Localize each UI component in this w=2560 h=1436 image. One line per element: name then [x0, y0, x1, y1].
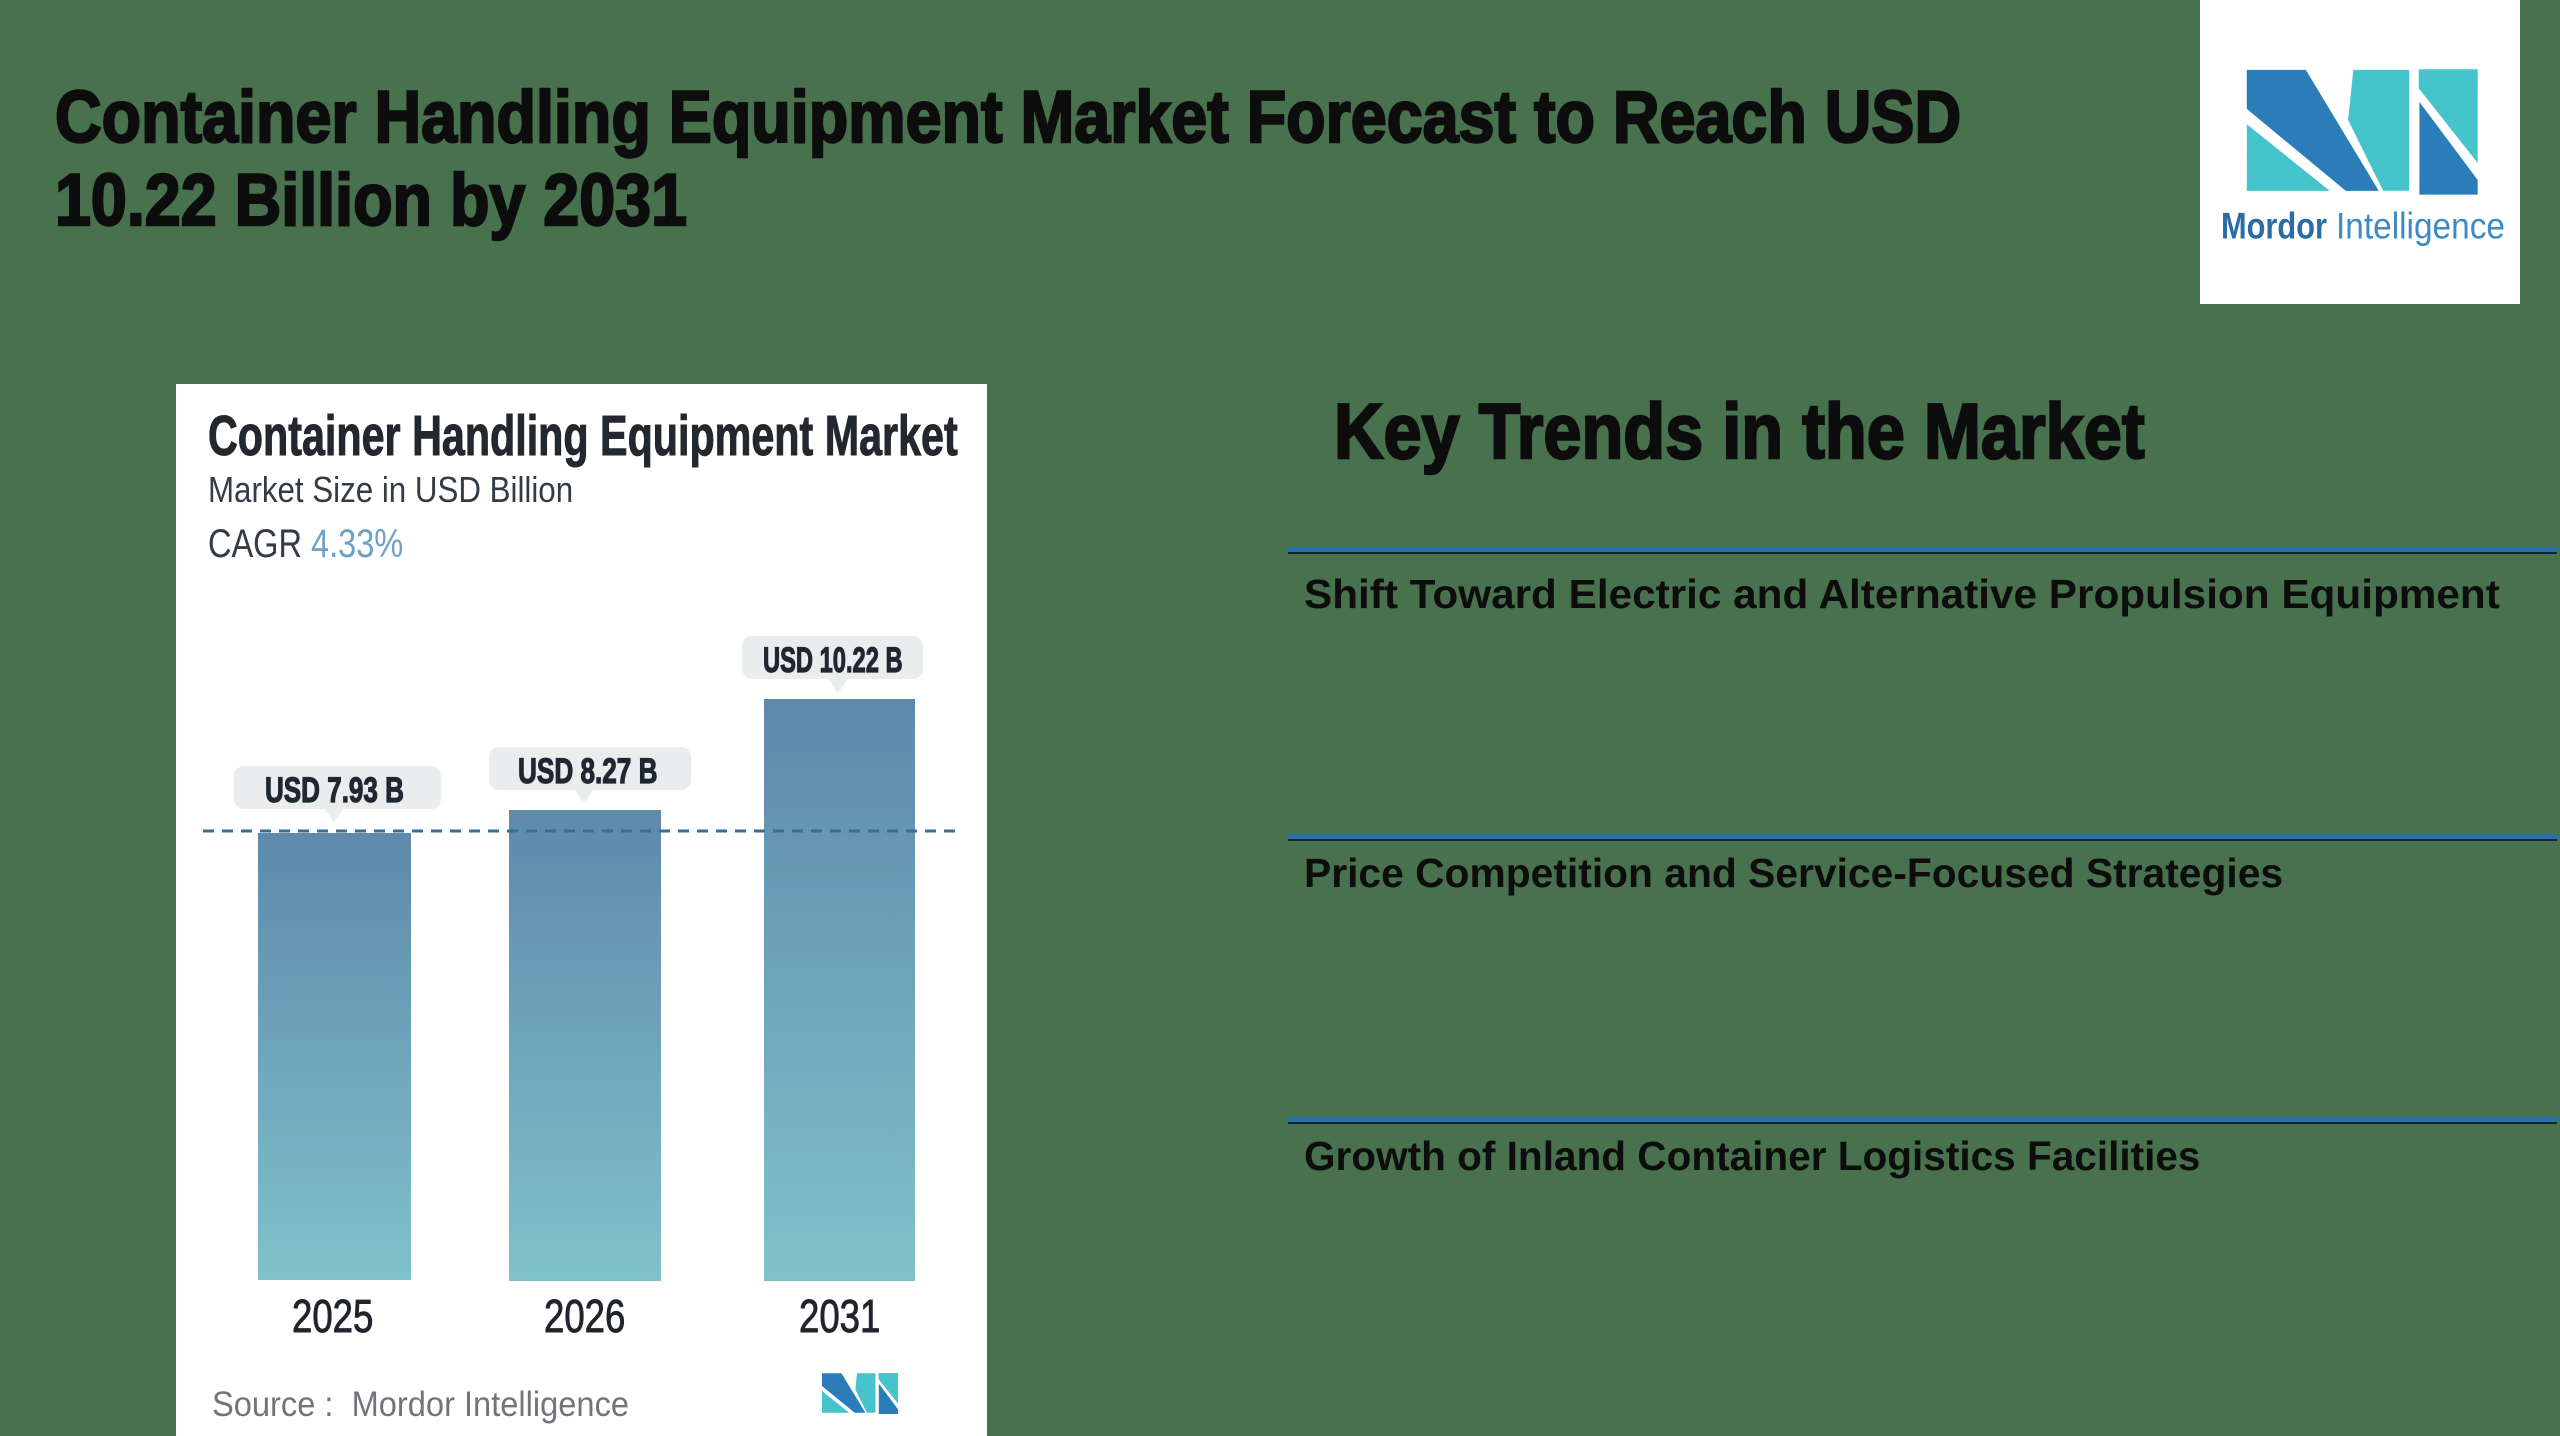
svg-text:Mordor: Mordor [2221, 205, 2327, 246]
svg-text:Intelligence: Intelligence [2336, 205, 2505, 246]
